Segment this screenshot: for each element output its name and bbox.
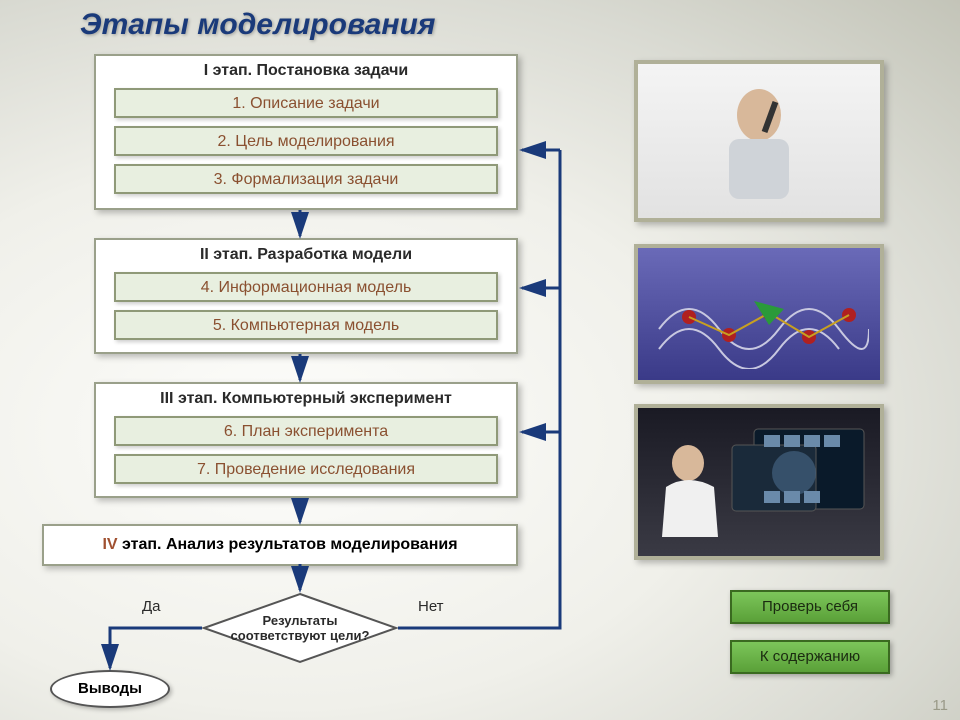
stage-1: I этап. Постановка задачи 1. Описание за… [94,54,518,210]
image-thinking-person [634,60,884,222]
step-1: 1. Описание задачи [114,88,498,118]
stage-3-header: III этап. Компьютерный эксперимент [96,384,516,416]
surface-icon [649,259,869,369]
stage-2: II этап. Разработка модели 4. Информацио… [94,238,518,354]
to-contents-button[interactable]: К содержанию [730,640,890,674]
decision-text: Результаты соответствуют цели? [220,613,380,643]
label-no: Нет [418,598,444,615]
step-5: 5. Компьютерная модель [114,310,498,340]
page-number: 11 [932,697,948,714]
stage-2-header: II этап. Разработка модели [96,240,516,272]
step-7: 7. Проведение исследования [114,454,498,484]
step-2: 2. Цель моделирования [114,126,498,156]
step-3: 3. Формализация задачи [114,164,498,194]
stage-4-text: этап. Анализ результатов моделирования [118,536,458,553]
output-node: Выводы [50,670,170,708]
image-3d-model [634,244,884,384]
stage-1-header: I этап. Постановка задачи [96,56,516,88]
stage-4: IV этап. Анализ результатов моделировани… [42,524,518,566]
person-icon [709,81,809,201]
monitor-icon [644,417,874,547]
slide-title: Этапы моделирования [80,8,435,42]
image-researcher [634,404,884,560]
stage-4-iv: IV [102,536,117,553]
label-yes: Да [142,598,161,615]
stage-3: III этап. Компьютерный эксперимент 6. Пл… [94,382,518,498]
check-yourself-button[interactable]: Проверь себя [730,590,890,624]
decision-node: Результаты соответствуют цели? [202,592,398,664]
step-4: 4. Информационная модель [114,272,498,302]
step-6: 6. План эксперимента [114,416,498,446]
